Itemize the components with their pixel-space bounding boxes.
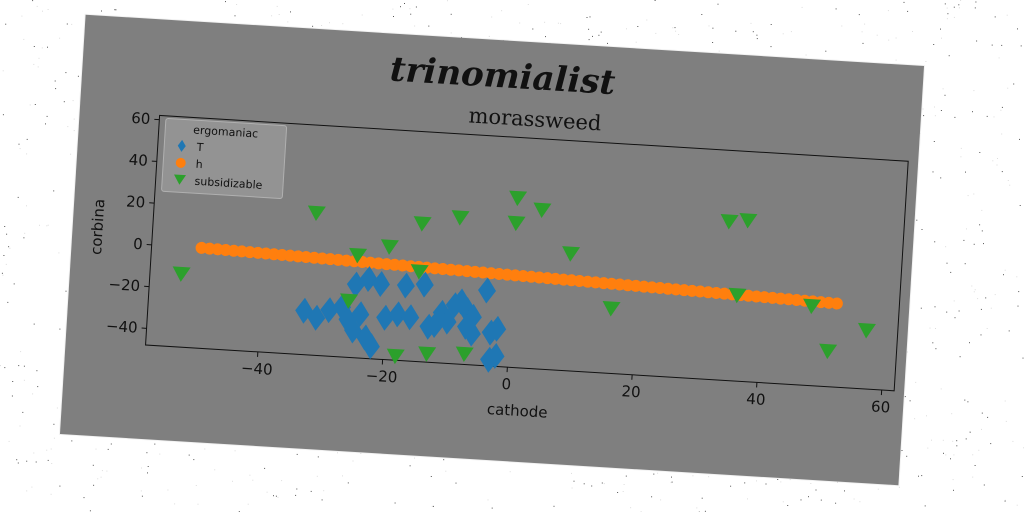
point-T [295, 297, 314, 324]
series-T-points [295, 266, 507, 373]
point-T [344, 317, 363, 344]
series-subsidizable-points [172, 190, 876, 365]
legend-label-T: T [196, 140, 204, 154]
point-T [458, 297, 477, 324]
point-subsidizable [307, 205, 326, 222]
point-T [401, 304, 420, 331]
point-T [452, 288, 471, 315]
point-subsidizable [380, 239, 399, 255]
point-subsidizable [602, 301, 621, 317]
point-subsidizable [533, 202, 552, 219]
x-tick-label: 0 [501, 375, 512, 394]
point-subsidizable [509, 190, 528, 207]
triangle-down-marker-icon [174, 174, 186, 185]
point-subsidizable [172, 266, 191, 282]
point-subsidizable [410, 264, 429, 280]
legend-entry-T: T [172, 137, 204, 155]
legend-entry-h: h [171, 154, 203, 172]
x-axis-ticks: −40 −20 0 20 40 60 [240, 351, 891, 417]
point-h [830, 297, 843, 310]
point-subsidizable [803, 298, 822, 315]
point-subsidizable [562, 246, 581, 262]
point-T [307, 304, 326, 331]
y-tick-label: −40 [105, 317, 138, 337]
point-subsidizable [739, 213, 758, 229]
y-tick-label: 40 [128, 151, 148, 170]
point-subsidizable [819, 343, 838, 360]
circle-marker-icon [175, 157, 186, 168]
point-subsidizable [413, 216, 432, 232]
y-axis-label: corbina [87, 198, 108, 255]
y-tick-label: 0 [133, 235, 144, 254]
x-axis-label: cathode [486, 400, 548, 422]
point-subsidizable [451, 210, 470, 226]
point-subsidizable [507, 215, 526, 232]
point-T [371, 271, 390, 297]
x-tick-label: 20 [621, 382, 641, 401]
point-T [361, 333, 380, 360]
legend-entry-subsidizable: subsidizable [170, 171, 263, 193]
point-T [376, 304, 395, 331]
point-subsidizable [386, 348, 405, 365]
y-tick-label: 60 [131, 109, 151, 128]
point-T [486, 342, 505, 369]
x-tick-label: 40 [746, 390, 766, 409]
point-subsidizable [349, 247, 368, 264]
x-tick-label: −20 [365, 367, 398, 387]
point-subsidizable [455, 346, 474, 363]
point-T [432, 299, 451, 326]
point-T [359, 266, 378, 293]
point-T [356, 324, 375, 351]
point-subsidizable [418, 346, 437, 362]
point-T [396, 272, 415, 299]
x-tick-label: 60 [871, 397, 891, 416]
legend-label-h: h [195, 157, 204, 171]
scatter-plot: morassweed cathode corbina −40 −20 0 20 40 60… [87, 103, 909, 422]
plot-area [145, 114, 909, 392]
point-T [462, 320, 481, 347]
legend-label-subsidizable: subsidizable [194, 174, 263, 192]
point-T [478, 277, 497, 304]
series-h-points [195, 241, 843, 310]
y-tick-label: 20 [126, 192, 146, 211]
point-T [415, 271, 434, 298]
y-tick-label: −20 [108, 275, 141, 295]
point-T [488, 315, 507, 342]
legend: ergomaniac T h subsidizable [160, 117, 288, 200]
axes-title: morassweed [468, 103, 602, 135]
point-T [457, 313, 475, 340]
point-subsidizable [728, 287, 747, 304]
point-T [388, 301, 407, 328]
point-T [351, 301, 370, 328]
y-axis-ticks: −40 −20 0 20 40 60 [105, 109, 160, 337]
point-subsidizable [720, 213, 739, 230]
point-T [320, 297, 339, 324]
point-subsidizable [857, 322, 876, 339]
x-tick-label: −40 [240, 359, 273, 379]
point-T [438, 308, 457, 335]
figure-card: trinomialist morassweed cathode corbina … [59, 14, 925, 486]
point-subsidizable [340, 293, 359, 309]
diamond-marker-icon [177, 139, 186, 152]
